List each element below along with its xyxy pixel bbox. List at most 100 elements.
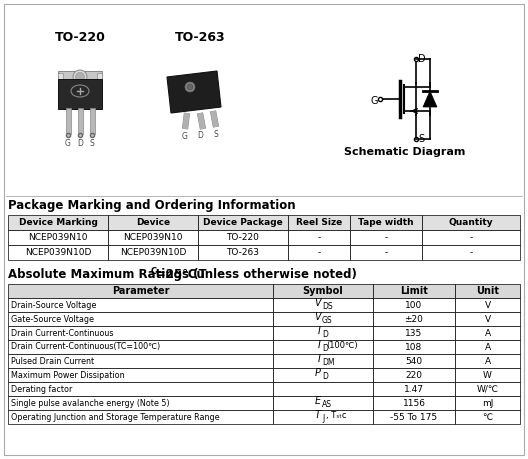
Bar — [455, 368, 520, 382]
Text: W: W — [483, 370, 492, 380]
Text: mJ: mJ — [482, 398, 493, 408]
Text: NCEP039N10: NCEP039N10 — [29, 233, 88, 242]
Text: Symbol: Symbol — [303, 286, 343, 296]
Bar — [422, 215, 520, 230]
Text: -: - — [317, 248, 320, 257]
Polygon shape — [423, 91, 437, 107]
Text: T: T — [315, 410, 321, 420]
Text: ±20: ±20 — [404, 314, 423, 324]
Bar — [288, 215, 350, 230]
Text: I: I — [318, 354, 321, 364]
Text: TO-220: TO-220 — [54, 31, 106, 44]
Text: D: D — [418, 54, 426, 64]
Bar — [373, 298, 455, 312]
Bar — [8, 396, 273, 410]
Text: D: D — [322, 330, 328, 339]
Text: V: V — [484, 301, 491, 309]
Bar — [273, 326, 373, 340]
Text: V: V — [314, 313, 321, 323]
Text: V: V — [314, 298, 321, 308]
Circle shape — [76, 73, 84, 82]
Bar — [373, 312, 455, 326]
Text: Derating factor: Derating factor — [11, 385, 72, 393]
Text: -: - — [384, 233, 388, 242]
Text: Maximum Power Dissipation: Maximum Power Dissipation — [11, 370, 125, 380]
Bar — [350, 215, 422, 230]
Text: G: G — [182, 132, 188, 141]
Text: C: C — [151, 267, 157, 275]
Bar — [8, 312, 273, 326]
Text: -: - — [469, 248, 473, 257]
Text: -: - — [317, 233, 320, 242]
Bar — [350, 230, 422, 245]
Bar — [198, 230, 288, 245]
Text: S: S — [418, 134, 424, 144]
Bar — [8, 284, 273, 298]
Bar — [455, 382, 520, 396]
Text: 220: 220 — [406, 370, 422, 380]
Text: I: I — [318, 341, 321, 351]
Bar — [373, 354, 455, 368]
Bar — [373, 410, 455, 424]
Bar — [8, 340, 273, 354]
Text: Absolute Maximum Ratings (T: Absolute Maximum Ratings (T — [8, 268, 206, 281]
Text: Package Marking and Ordering Information: Package Marking and Ordering Information — [8, 199, 296, 212]
Bar — [373, 368, 455, 382]
Bar — [8, 354, 273, 368]
Text: -: - — [469, 233, 473, 242]
Text: -55 To 175: -55 To 175 — [390, 413, 438, 421]
Bar — [373, 326, 455, 340]
Text: ℃: ℃ — [483, 413, 493, 421]
Bar — [108, 215, 198, 230]
Bar — [58, 79, 102, 109]
Bar — [58, 71, 102, 81]
Bar — [78, 108, 82, 134]
Polygon shape — [167, 71, 221, 113]
Text: W/℃: W/℃ — [476, 385, 498, 393]
Text: -: - — [384, 248, 388, 257]
Text: TO-263: TO-263 — [227, 248, 259, 257]
Text: TO-220: TO-220 — [227, 233, 259, 242]
Text: D: D — [322, 344, 328, 353]
Text: AS: AS — [322, 400, 332, 409]
Text: J: J — [322, 414, 324, 423]
Text: 100: 100 — [406, 301, 422, 309]
Bar — [8, 215, 108, 230]
Text: E: E — [315, 397, 321, 407]
Bar — [90, 108, 95, 134]
Text: A: A — [484, 342, 491, 352]
Bar — [273, 410, 373, 424]
Text: I: I — [318, 326, 321, 336]
Text: Drain-Source Voltage: Drain-Source Voltage — [11, 301, 97, 309]
Text: D: D — [197, 131, 203, 140]
Text: G: G — [65, 139, 71, 148]
Text: 108: 108 — [406, 342, 422, 352]
Text: Unit: Unit — [476, 286, 499, 296]
Bar — [273, 368, 373, 382]
Bar — [108, 230, 198, 245]
Bar — [273, 284, 373, 298]
Text: 135: 135 — [406, 329, 422, 337]
Text: G: G — [371, 96, 378, 106]
Bar — [273, 382, 373, 396]
Text: Drain Current-Continuous(TC=100℃): Drain Current-Continuous(TC=100℃) — [11, 342, 161, 352]
Bar — [8, 382, 273, 396]
Bar — [350, 245, 422, 260]
Text: V: V — [484, 314, 491, 324]
Text: Pulsed Drain Current: Pulsed Drain Current — [11, 357, 94, 365]
Bar — [8, 410, 273, 424]
Bar — [273, 340, 373, 354]
Circle shape — [73, 70, 87, 84]
Text: Schematic Diagram: Schematic Diagram — [344, 147, 466, 157]
Bar — [8, 326, 273, 340]
Text: A: A — [484, 357, 491, 365]
Bar — [455, 326, 520, 340]
Text: TO-263: TO-263 — [175, 31, 225, 44]
Bar — [198, 215, 288, 230]
Text: Drain Current-Continuous: Drain Current-Continuous — [11, 329, 114, 337]
Text: (100℃): (100℃) — [326, 341, 357, 350]
Bar — [422, 230, 520, 245]
Circle shape — [185, 82, 195, 92]
Text: GS: GS — [322, 316, 333, 325]
Bar — [455, 410, 520, 424]
